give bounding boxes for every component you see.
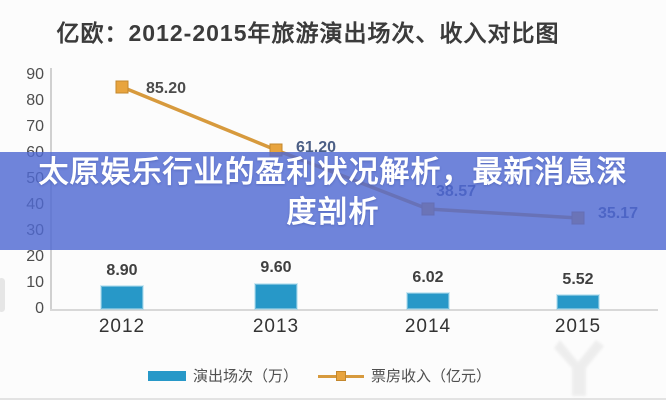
headline-line1: 太原娱乐行业的盈利状况解析，最新消息深 [38, 156, 628, 189]
line-marker-2012 [115, 80, 129, 94]
y-tick-70: 70 [26, 118, 44, 135]
bar-2012 [101, 286, 143, 309]
bar-label-2012: 8.90 [106, 262, 138, 279]
bar-2015 [557, 295, 599, 309]
y-tick-0: 0 [35, 300, 44, 317]
x-tick-2014: 2014 [404, 316, 452, 337]
x-tick-2013: 2013 [252, 316, 300, 337]
bottom-edge-strip [0, 398, 666, 400]
x-tick-2012: 2012 [98, 316, 146, 337]
chart-legend: 演出场次（万） 票房收入（亿元） [148, 365, 491, 386]
x-tick-2015: 2015 [554, 316, 602, 337]
y-tick-90: 90 [26, 66, 44, 83]
bar-2013 [255, 284, 297, 309]
legend-line-label: 票房收入（亿元） [371, 368, 492, 385]
bar-label-2015: 5.52 [562, 271, 594, 288]
y-tick-80: 80 [26, 92, 44, 109]
bar-2014 [407, 293, 449, 309]
legend-line-swatch [318, 370, 365, 381]
headline-overlay-band [0, 152, 666, 250]
chart-title: 亿欧：2012-2015年旅游演出场次、收入对比图 [56, 20, 560, 46]
left-edge-smudge [0, 278, 5, 312]
legend-bar-swatch [148, 370, 186, 381]
watermark-icon [554, 340, 604, 396]
line-label-2013: 61.20 [296, 139, 337, 156]
x-axis-line [50, 309, 658, 311]
legend-line-marker-icon [336, 370, 347, 381]
line-label-2012: 85.20 [146, 80, 187, 97]
y-tick-10: 10 [26, 274, 44, 291]
headline-overlay-text: 太原娱乐行业的盈利状况解析，最新消息深 度剖析 [0, 153, 666, 233]
bar-label-2014: 6.02 [412, 269, 444, 286]
headline-line2: 度剖析 [286, 196, 380, 229]
bar-label-2013: 9.60 [260, 259, 292, 276]
legend-bar-label: 演出场次（万） [193, 368, 299, 385]
y-tick-20: 20 [26, 248, 44, 265]
